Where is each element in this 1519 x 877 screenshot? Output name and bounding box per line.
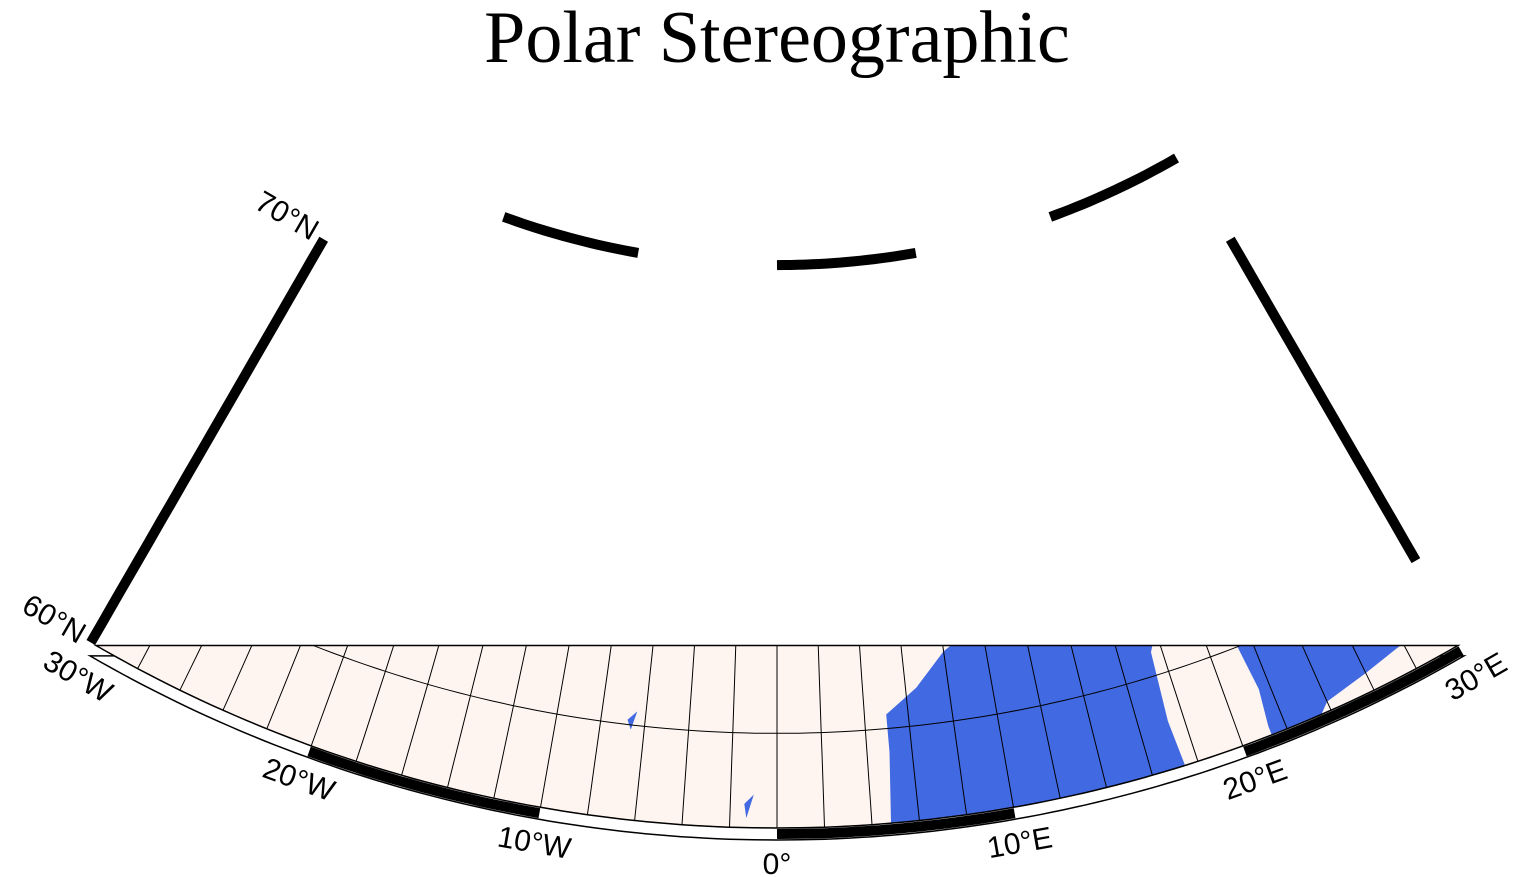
frame-segment bbox=[1243, 646, 1464, 757]
frame-segment bbox=[776, 247, 917, 271]
latitude-label: 70°N bbox=[249, 185, 324, 247]
map-border bbox=[93, 644, 1461, 829]
longitude-label: 10°W bbox=[495, 821, 574, 866]
latitude-label: 60°N bbox=[17, 588, 92, 650]
meridian bbox=[1104, 645, 1332, 711]
shetland bbox=[744, 794, 754, 819]
map-title: Polar Stereographic bbox=[484, 0, 1070, 79]
parallel bbox=[237, 402, 1317, 547]
longitude-label: 30°W bbox=[38, 644, 119, 710]
scandinavia bbox=[886, 645, 1458, 828]
frame-segment bbox=[1048, 153, 1180, 222]
parallel bbox=[190, 482, 1364, 639]
meridian bbox=[222, 645, 450, 711]
meridian bbox=[1179, 645, 1458, 646]
meridian bbox=[96, 645, 375, 646]
frame-segment bbox=[776, 808, 1016, 839]
jan-mayen bbox=[656, 304, 663, 313]
frame-segment bbox=[307, 746, 541, 819]
parallel bbox=[143, 645, 1411, 734]
frame-segment bbox=[86, 236, 329, 646]
iceland bbox=[315, 451, 516, 606]
meridian bbox=[1129, 645, 1375, 691]
meridian bbox=[1154, 645, 1417, 669]
meridian bbox=[137, 645, 400, 669]
graticule bbox=[96, 322, 1458, 828]
meridian bbox=[179, 645, 425, 691]
longitude-label: 0° bbox=[763, 848, 792, 877]
frame-segment bbox=[502, 212, 640, 258]
frame-segment bbox=[1225, 236, 1421, 564]
longitude-label: 10°E bbox=[985, 821, 1055, 865]
parallel bbox=[283, 322, 1271, 454]
